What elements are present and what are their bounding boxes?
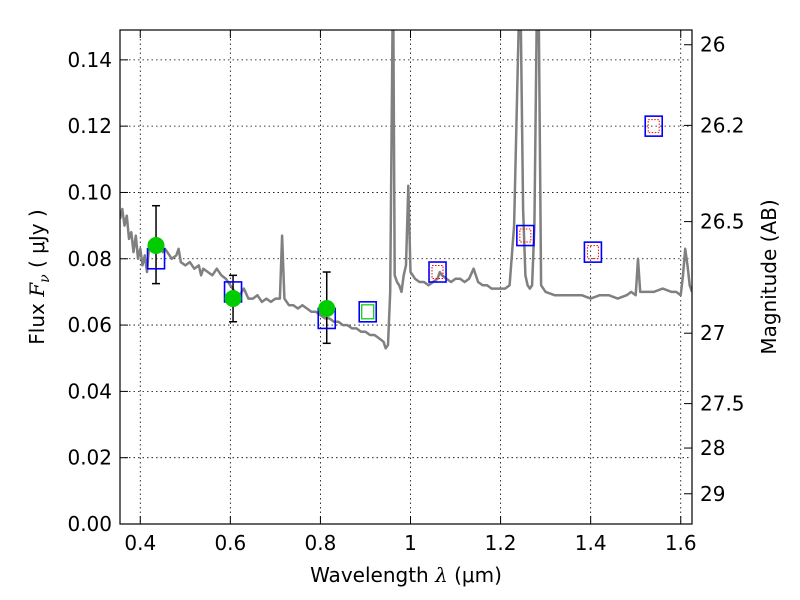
y-tick-label: 0.00 [67, 512, 112, 536]
magnitude-tick-label: 28 [700, 436, 725, 460]
y-tick-label: 0.10 [67, 180, 112, 204]
errorbar-layer [152, 204, 331, 345]
x-tick-label: 0.8 [305, 531, 337, 555]
magnitude-tick-label: 26.2 [700, 113, 745, 137]
x-tick-label: 1.2 [485, 531, 517, 555]
model-inner-green [361, 304, 375, 320]
y-tick-label: 0.14 [67, 48, 112, 72]
x-tick-label: 0.6 [214, 531, 246, 555]
observed-point [224, 290, 242, 308]
plot-frame [119, 29, 693, 525]
magnitude-tick-label: 27 [700, 321, 725, 345]
y-tick-label: 0.02 [67, 446, 112, 470]
model-box [644, 115, 664, 137]
x-tick-label: 1.6 [665, 531, 697, 555]
model-box [583, 241, 603, 263]
x-tick-label: 1.4 [575, 531, 607, 555]
observed-point [147, 237, 165, 255]
x-axis-label: Wavelength λ (μm) [310, 563, 502, 587]
magnitude-ticks: 26 26.2 26.5 27 27.5 28 29 [684, 33, 745, 506]
magnitude-tick-label: 27.5 [700, 392, 745, 416]
spectrum-layer [120, 30, 692, 350]
model-box [428, 261, 447, 283]
y-axis-label: Flux Fν ( μJy ) [25, 209, 53, 344]
observed-point [318, 299, 336, 317]
x-tick-label: 0.4 [124, 531, 156, 555]
model-inner-red [586, 245, 599, 260]
model-box [516, 224, 535, 247]
magnitude-tick-label: 26.5 [700, 210, 745, 234]
y-tick-label: 0.08 [67, 247, 112, 271]
magnitude-tick-label: 29 [700, 482, 725, 506]
y-ticks: 0.00 0.02 0.04 0.06 0.08 0.10 0.12 0.14 [67, 48, 128, 536]
model-inner-red [647, 119, 660, 134]
right-axis-label: Magnitude (AB) [757, 199, 781, 354]
y-tick-label: 0.04 [67, 379, 112, 403]
x-tick-label: 1 [404, 531, 417, 555]
spectrum-line [120, 30, 692, 350]
grid [120, 30, 692, 525]
model-box [358, 301, 378, 323]
y-tick-label: 0.06 [67, 313, 112, 337]
y-tick-label: 0.12 [67, 114, 112, 138]
x-ticks: 0.4 0.6 0.8 1 1.2 1.4 1.6 [124, 30, 697, 555]
magnitude-tick-label: 26 [700, 33, 725, 57]
observed-layer [147, 237, 336, 317]
